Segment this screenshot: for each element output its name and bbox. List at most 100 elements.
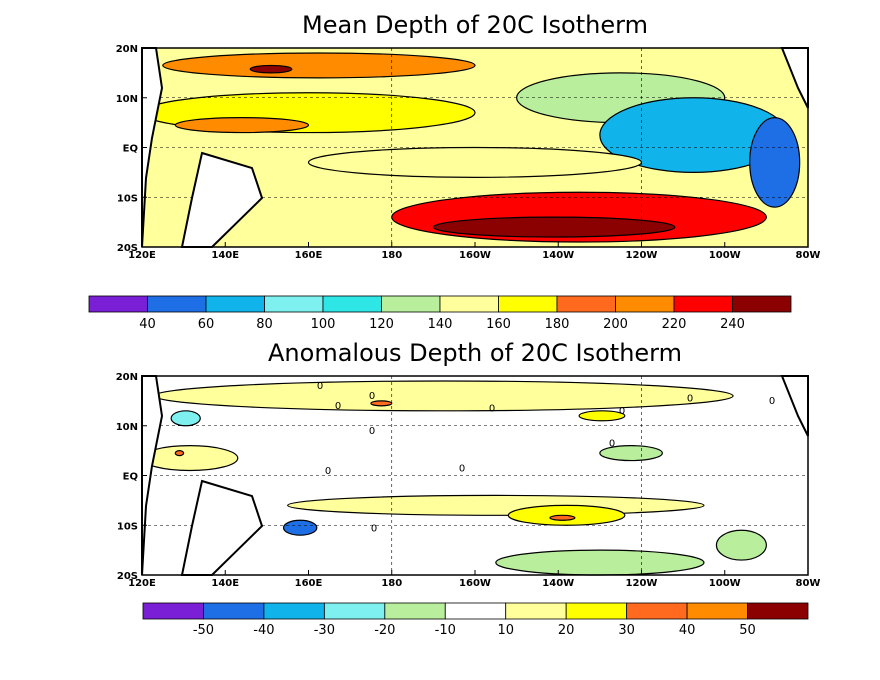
contour-region: [432, 216, 676, 238]
y-tick-label: 10S: [117, 193, 138, 204]
colorbar-segment: [505, 602, 567, 620]
contour-region: [174, 450, 185, 457]
colorbar-label: 40: [139, 317, 156, 332]
x-tick-label: 180: [381, 250, 402, 261]
colorbar-segment: [88, 295, 148, 313]
x-tick-label: 160W: [459, 250, 491, 261]
x-tick-label: 160E: [295, 578, 323, 589]
chart2-colorbar: -50 -40 -30 -20 -10 10 20 30 40 50: [142, 602, 809, 638]
colorbar-label: -50: [193, 623, 214, 638]
x-tick-label: 140E: [211, 578, 239, 589]
x-tick-label: 140E: [211, 250, 239, 261]
colorbar-label: 140: [428, 317, 453, 332]
x-tick-label: 120W: [626, 250, 658, 261]
colorbar-segment: [732, 295, 792, 313]
colorbar-label: 10: [497, 623, 514, 638]
colorbar-segment: [615, 295, 675, 313]
y-tick-label: 20S: [117, 243, 138, 254]
contour-region: [578, 410, 626, 422]
y-tick-label: 20N: [116, 372, 138, 383]
contour-region: [715, 529, 767, 561]
contour-region: [282, 519, 318, 536]
chart1-colorbar: 40 60 80 100 120 140 160 180 200 220 240: [88, 295, 792, 332]
contour-region: [170, 410, 201, 427]
contour-region: [153, 380, 734, 412]
colorbar-segment: [147, 295, 207, 313]
colorbar-label: 30: [618, 623, 635, 638]
colorbar-segment: [498, 295, 558, 313]
x-tick-label: 100W: [709, 578, 741, 589]
colorbar-label: 160: [486, 317, 511, 332]
colorbar-label: 80: [256, 317, 273, 332]
contour-label: 0: [489, 404, 495, 415]
colorbar-segment: [323, 602, 386, 620]
colorbar-label: -20: [374, 623, 395, 638]
colorbar-segment: [556, 295, 616, 313]
colorbar-segment: [203, 602, 265, 620]
chart2-plot-area: 120E 140E 160E 180 160W 140W 120W 100W 80W 20N 10N…: [116, 372, 821, 589]
colorbar-segment: [322, 295, 382, 313]
y-tick-label: 10S: [117, 521, 138, 532]
colorbar-label: -40: [253, 623, 274, 638]
colorbar-label: 50: [739, 623, 756, 638]
colorbar-label: 60: [198, 317, 215, 332]
colorbar-label: 20: [558, 623, 575, 638]
x-tick-label: 100W: [709, 250, 741, 261]
colorbar-segment: [565, 602, 628, 620]
chart1-title: Mean Depth of 20C Isotherm: [302, 11, 648, 39]
contour-label: 0: [369, 426, 375, 437]
colorbar-label: 120: [369, 317, 394, 332]
contour-region: [370, 400, 393, 407]
colorbar-label: -10: [435, 623, 456, 638]
colorbar-segment: [142, 602, 204, 620]
colorbar-label: 200: [603, 317, 628, 332]
y-tick-label: EQ: [123, 472, 138, 483]
x-tick-label: 80W: [796, 250, 821, 261]
contour-region: [249, 64, 293, 74]
y-tick-label: 10N: [116, 94, 138, 105]
colorbar-label: 240: [720, 317, 745, 332]
contour-region: [141, 445, 239, 472]
y-tick-label: EQ: [123, 144, 138, 155]
contour-label: 0: [317, 381, 323, 392]
contour-region: [495, 549, 705, 576]
contour-region: [162, 52, 476, 79]
contour-region: [599, 445, 663, 462]
contour-region: [307, 146, 643, 178]
colorbar-segment: [205, 295, 265, 313]
y-tick-label: 20S: [117, 571, 138, 582]
contour-region: [174, 117, 310, 134]
x-tick-label: 160W: [459, 578, 491, 589]
contour-label: 0: [609, 439, 615, 450]
colorbar-segment: [673, 295, 733, 313]
contour-label: 0: [687, 394, 693, 405]
contour-label: 0: [369, 391, 375, 402]
colorbar-segment: [381, 295, 441, 313]
x-tick-label: 160E: [295, 250, 323, 261]
contour-region: [749, 117, 801, 208]
x-tick-label: 120E: [128, 578, 156, 589]
x-tick-label: 140W: [542, 578, 574, 589]
chart2-title: Anomalous Depth of 20C Isotherm: [268, 339, 682, 367]
contour-label: 0: [335, 401, 341, 412]
contour-label: 0: [769, 396, 775, 407]
colorbar-label: 40: [679, 623, 696, 638]
colorbar-label: 180: [545, 317, 570, 332]
contour-region: [549, 514, 576, 521]
colorbar-segment: [264, 295, 324, 313]
x-tick-label: 180: [381, 578, 402, 589]
x-tick-label: 80W: [796, 578, 821, 589]
chart1-plot-area: 120E 140E 160E 180 160W 140W 120W 100W 80W 20N 10N…: [116, 44, 821, 261]
colorbar-segment: [626, 602, 688, 620]
x-tick-label: 120W: [626, 578, 658, 589]
colorbar-label: 100: [311, 317, 336, 332]
colorbar-label: 220: [662, 317, 687, 332]
y-tick-label: 20N: [116, 44, 138, 55]
y-tick-label: 10N: [116, 422, 138, 433]
colorbar-segment: [444, 602, 507, 620]
contour-label: 0: [371, 524, 377, 535]
x-tick-label: 120E: [128, 250, 156, 261]
colorbar-segment: [747, 602, 809, 620]
x-tick-label: 140W: [542, 250, 574, 261]
